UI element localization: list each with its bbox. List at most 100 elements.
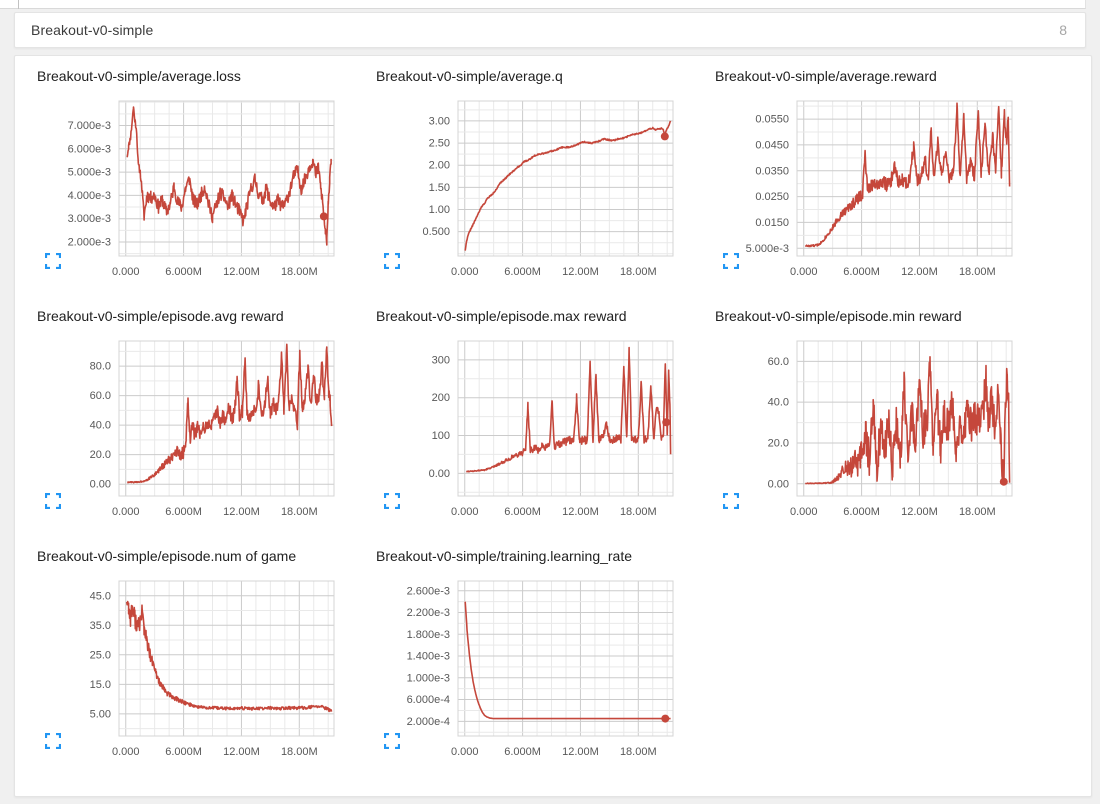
- svg-text:6.000M: 6.000M: [843, 266, 880, 278]
- chart-title: Breakout-v0-simple/episode.max reward: [376, 308, 627, 324]
- svg-text:18.00M: 18.00M: [959, 506, 996, 518]
- svg-text:5.000e-3: 5.000e-3: [746, 243, 789, 255]
- svg-text:6.000M: 6.000M: [843, 506, 880, 518]
- line-chart-episode-max-reward[interactable]: 300 200 100 0.00 0.000 6.000M 12.00M 18.00M: [376, 334, 688, 518]
- chart-title: Breakout-v0-simple/training.learning_rat…: [376, 548, 633, 564]
- expand-chart-icon[interactable]: [723, 253, 739, 269]
- svg-text:18.00M: 18.00M: [281, 266, 318, 278]
- svg-text:40.0: 40.0: [90, 420, 111, 432]
- chart-card-episode-min-reward: Breakout-v0-simple/episode.min reward 60…: [715, 306, 1045, 518]
- svg-text:6.000M: 6.000M: [165, 266, 202, 278]
- svg-text:100: 100: [432, 430, 450, 442]
- chart-card-average-reward: Breakout-v0-simple/average.reward 0.0550…: [715, 66, 1045, 278]
- svg-text:6.000M: 6.000M: [165, 746, 202, 758]
- svg-text:0.000: 0.000: [451, 506, 479, 518]
- svg-text:15.0: 15.0: [90, 679, 111, 691]
- line-chart-episode-avg-reward[interactable]: 80.0 60.0 40.0 20.0 0.00 0.000 6.000M 12.00M 18.…: [37, 334, 349, 518]
- svg-text:60.0: 60.0: [768, 356, 789, 368]
- line-chart-average-loss[interactable]: 7.000e-3 6.000e-3 5.000e-3 4.000e-3 3.000e-3…: [37, 94, 349, 278]
- svg-text:6.000M: 6.000M: [504, 746, 541, 758]
- svg-text:2.50: 2.50: [429, 138, 450, 150]
- svg-text:0.0550: 0.0550: [755, 114, 789, 126]
- svg-text:0.0150: 0.0150: [755, 217, 789, 229]
- expand-chart-icon[interactable]: [45, 733, 61, 749]
- svg-text:3.000e-3: 3.000e-3: [68, 213, 111, 225]
- svg-text:200: 200: [432, 392, 450, 404]
- svg-text:0.000: 0.000: [451, 266, 479, 278]
- svg-text:6.000e-3: 6.000e-3: [68, 143, 111, 155]
- svg-text:6.000M: 6.000M: [504, 266, 541, 278]
- chart-card-training-learning-rate: Breakout-v0-simple/training.learning_rat…: [376, 546, 706, 758]
- line-chart-training-learning-rate[interactable]: 2.600e-3 2.200e-3 1.800e-3 1.400e-3 1.000e-3…: [376, 574, 688, 758]
- svg-text:0.0350: 0.0350: [755, 165, 789, 177]
- svg-text:5.00: 5.00: [90, 708, 111, 720]
- plot-wrap: 3.00 2.50 2.00 1.50 1.00 0.500 0.000 6.000M 12.0…: [376, 94, 688, 278]
- plot-wrap: 300 200 100 0.00 0.000 6.000M 12.00M 18.00M: [376, 334, 688, 518]
- svg-text:12.00M: 12.00M: [562, 746, 599, 758]
- plot-wrap: 80.0 60.0 40.0 20.0 0.00 0.000 6.000M 12.00M 18.…: [37, 334, 349, 518]
- chart-title: Breakout-v0-simple/episode.num of game: [37, 548, 297, 564]
- svg-text:4.000e-3: 4.000e-3: [68, 190, 111, 202]
- svg-text:3.00: 3.00: [429, 115, 450, 127]
- svg-text:25.0: 25.0: [90, 649, 111, 661]
- svg-text:12.00M: 12.00M: [562, 506, 599, 518]
- expand-chart-icon[interactable]: [45, 253, 61, 269]
- plot-wrap: 60.0 40.0 20.0 0.00 0.000 6.000M 12.00M 18.00M: [715, 334, 1027, 518]
- plot-wrap: 7.000e-3 6.000e-3 5.000e-3 4.000e-3 3.000e-3…: [37, 94, 349, 278]
- chart-title: Breakout-v0-simple/average.reward: [715, 68, 937, 84]
- expand-chart-icon[interactable]: [45, 493, 61, 509]
- svg-text:2.000e-3: 2.000e-3: [68, 237, 111, 249]
- svg-text:20.0: 20.0: [768, 437, 789, 449]
- svg-text:300: 300: [432, 354, 450, 366]
- charts-grid: Breakout-v0-simple/average.loss 7.000e-3…: [15, 56, 1091, 758]
- chart-title: Breakout-v0-simple/average.loss: [37, 68, 241, 84]
- svg-text:60.0: 60.0: [90, 390, 111, 402]
- svg-text:12.00M: 12.00M: [223, 506, 260, 518]
- svg-text:0.000: 0.000: [112, 266, 140, 278]
- svg-text:0.000: 0.000: [451, 746, 479, 758]
- expand-chart-icon[interactable]: [723, 493, 739, 509]
- svg-text:18.00M: 18.00M: [281, 746, 318, 758]
- svg-text:12.00M: 12.00M: [223, 266, 260, 278]
- line-chart-episode-num-of-game[interactable]: 45.0 35.0 25.0 15.0 5.00 0.000 6.000M 12.00M 18.…: [37, 574, 349, 758]
- svg-text:0.00: 0.00: [768, 478, 789, 490]
- svg-text:6.000M: 6.000M: [504, 506, 541, 518]
- svg-text:2.00: 2.00: [429, 160, 450, 172]
- svg-text:12.00M: 12.00M: [901, 506, 938, 518]
- svg-text:0.0450: 0.0450: [755, 139, 789, 151]
- svg-text:2.200e-3: 2.200e-3: [407, 607, 450, 619]
- svg-text:0.000: 0.000: [112, 506, 140, 518]
- line-chart-average-reward[interactable]: 0.0550 0.0450 0.0350 0.0250 0.0150 5.000e-30.…: [715, 94, 1027, 278]
- svg-text:0.00: 0.00: [429, 468, 450, 480]
- svg-text:12.00M: 12.00M: [562, 266, 599, 278]
- svg-text:0.500: 0.500: [422, 226, 450, 238]
- svg-text:18.00M: 18.00M: [620, 746, 657, 758]
- svg-text:0.000: 0.000: [790, 506, 818, 518]
- svg-text:18.00M: 18.00M: [281, 506, 318, 518]
- plot-wrap: 2.600e-3 2.200e-3 1.800e-3 1.400e-3 1.000e-3…: [376, 574, 688, 758]
- run-group-header[interactable]: Breakout-v0-simple 8: [14, 12, 1086, 48]
- sidebar-edge-divider: [18, 0, 19, 9]
- svg-text:1.50: 1.50: [429, 182, 450, 194]
- svg-text:80.0: 80.0: [90, 361, 111, 373]
- svg-text:18.00M: 18.00M: [959, 266, 996, 278]
- svg-text:20.0: 20.0: [90, 449, 111, 461]
- expand-chart-icon[interactable]: [384, 733, 400, 749]
- plot-wrap: 0.0550 0.0450 0.0350 0.0250 0.0150 5.000e-3 0.…: [715, 94, 1027, 278]
- svg-text:6.000e-4: 6.000e-4: [407, 694, 450, 706]
- chart-title: Breakout-v0-simple/average.q: [376, 68, 563, 84]
- line-chart-average-q[interactable]: 3.00 2.50 2.00 1.50 1.00 0.500 0.000 6.000M 12.0…: [376, 94, 688, 278]
- line-chart-episode-min-reward[interactable]: 60.0 40.0 20.0 0.00 0.000 6.000M 12.00M 18.00M: [715, 334, 1027, 518]
- chart-card-average-q: Breakout-v0-simple/average.q 3.00 2.50 2.0…: [376, 66, 706, 278]
- run-group-title: Breakout-v0-simple: [31, 22, 154, 38]
- svg-text:0.000: 0.000: [112, 746, 140, 758]
- svg-text:5.000e-3: 5.000e-3: [68, 167, 111, 179]
- expand-chart-icon[interactable]: [384, 253, 400, 269]
- svg-text:40.0: 40.0: [768, 397, 789, 409]
- svg-text:1.00: 1.00: [429, 204, 450, 216]
- charts-panel: Breakout-v0-simple/average.loss 7.000e-3…: [14, 55, 1092, 797]
- expand-chart-icon[interactable]: [384, 493, 400, 509]
- svg-text:45.0: 45.0: [90, 590, 111, 602]
- svg-text:2.600e-3: 2.600e-3: [407, 585, 450, 597]
- chart-card-episode-num-of-game: Breakout-v0-simple/episode.num of game 4…: [37, 546, 367, 758]
